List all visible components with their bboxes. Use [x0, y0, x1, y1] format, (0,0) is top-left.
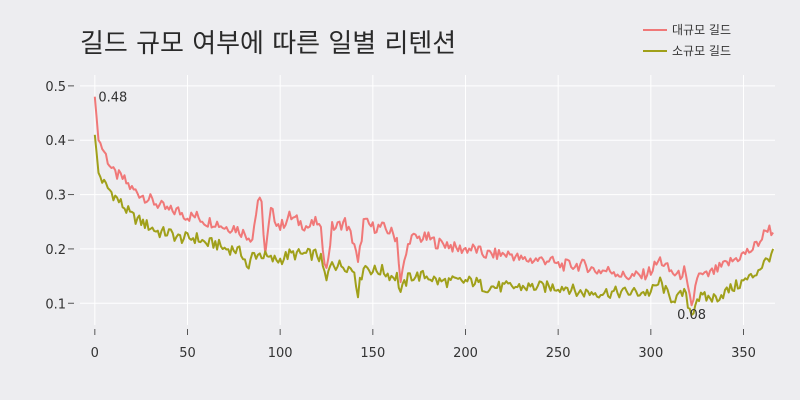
- legend-label[interactable]: 대규모 길드: [672, 23, 731, 37]
- x-tick-label: 0: [91, 346, 99, 361]
- x-tick-label: 50: [179, 346, 196, 361]
- y-tick-label: 0.2: [45, 243, 66, 258]
- y-axis: 0.1 0.2 0.3 0.4 0.5: [45, 80, 74, 312]
- grid: [80, 75, 775, 325]
- y-tick-label: 0.3: [45, 189, 66, 204]
- y-tick-label: 0.1: [45, 297, 66, 312]
- y-tick-label: 0.5: [45, 80, 66, 95]
- x-tick-label: 150: [360, 346, 385, 361]
- chart-title: 길드 규모 여부에 따른 일별 리텐션: [80, 29, 456, 59]
- legend-label[interactable]: 소규모 길드: [672, 44, 731, 58]
- x-axis: 0 50 100 150 200 250 300 350: [91, 329, 756, 361]
- series-line-1: [93, 96, 774, 307]
- x-tick-label: 300: [638, 346, 663, 361]
- x-tick-label: 250: [546, 346, 571, 361]
- x-tick-label: 350: [731, 346, 756, 361]
- annotation-label: 0.48: [98, 91, 127, 106]
- y-tick-label: 0.4: [45, 134, 66, 149]
- series-lines: [93, 96, 775, 316]
- x-tick-label: 100: [268, 346, 293, 361]
- annotations: 0.48 0.08: [98, 91, 706, 323]
- series-line-2: [93, 134, 775, 316]
- annotation-label: 0.08: [677, 308, 706, 323]
- x-tick-label: 200: [453, 346, 478, 361]
